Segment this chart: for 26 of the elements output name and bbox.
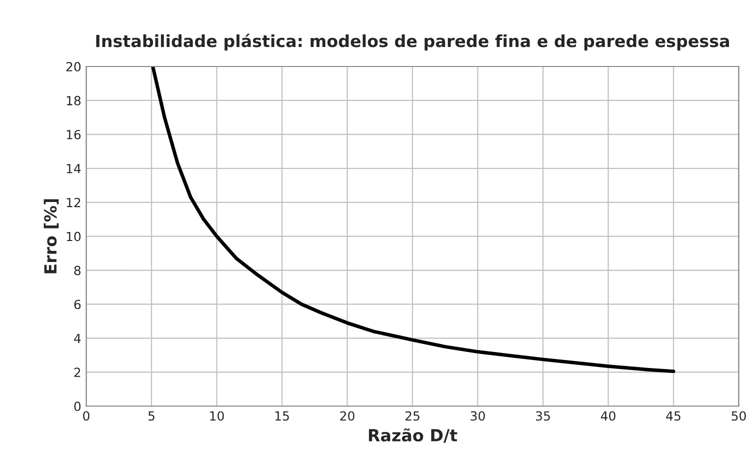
y-tick-label: 8 (74, 266, 81, 276)
x-tick-label: 10 (210, 411, 224, 421)
y-tick-label: 12 (66, 198, 80, 208)
y-tick-label: 16 (66, 130, 81, 140)
y-tick-label: 20 (66, 62, 81, 72)
x-tick-label: 25 (405, 411, 420, 421)
x-tick-label: 5 (148, 411, 154, 421)
y-tick-label: 0 (74, 402, 81, 412)
y-tick-label: 4 (74, 334, 81, 343)
y-tick-label: 18 (66, 96, 81, 106)
x-tick-label: 40 (600, 411, 616, 421)
x-tick-label: 50 (732, 411, 746, 421)
x-tick-label: 30 (470, 411, 485, 421)
x-tick-label: 20 (340, 411, 354, 421)
x-tick-label: 35 (536, 411, 550, 421)
line-series (151, 66, 676, 374)
x-axis-title: Razão D/t (368, 428, 458, 443)
y-tick-label: 6 (74, 300, 81, 310)
x-tick-label: 15 (275, 411, 289, 421)
chart-title: Instabilidade plástica: modelos de parede fina e de parede espessa (96, 34, 729, 51)
x-tick-label: 45 (666, 411, 680, 421)
y-tick-label: 10 (66, 232, 81, 242)
y-tick-label: 14 (66, 164, 81, 174)
x-tick-label: 0 (83, 411, 90, 421)
y-axis-title: Erro [%] (44, 199, 59, 274)
y-tick-label: 2 (74, 368, 80, 377)
